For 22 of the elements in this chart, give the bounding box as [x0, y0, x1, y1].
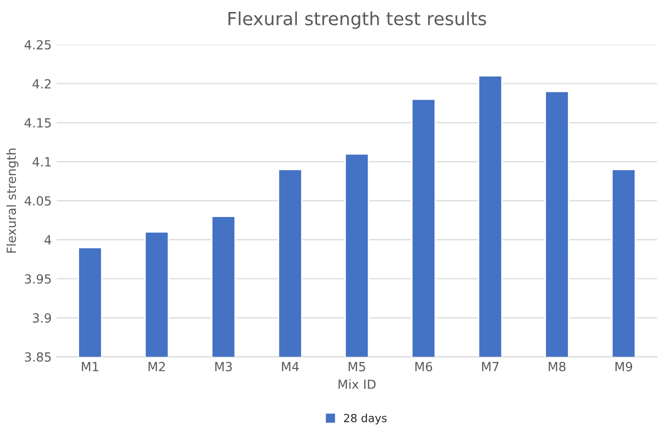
x-axis-title: Mix ID [338, 379, 376, 389]
x-tick-label: M5 [348, 362, 366, 372]
x-tick-label: M7 [482, 362, 499, 372]
x-tick-label: M3 [215, 362, 232, 372]
x-tick-label: M4 [282, 362, 299, 372]
x-tick-label: M8 [548, 362, 566, 372]
y-tick-label: 4.2 [32, 79, 51, 88]
y-tick-label: 4 [44, 235, 52, 244]
y-tick-label: 3.9 [32, 313, 51, 323]
legend-label: 28 days [344, 414, 387, 424]
chart-title: Flexural strength test results [228, 11, 486, 29]
x-tick-label: M2 [148, 362, 165, 372]
y-tick-label: 4.05 [24, 196, 51, 206]
y-tick-label: 3.95 [24, 274, 51, 284]
y-axis-title: Flexural strength [6, 148, 18, 253]
y-tick-label: 3.85 [24, 352, 51, 362]
x-tick-label: M6 [415, 362, 432, 372]
y-tick-label: 4.25 [24, 40, 51, 50]
x-tick-label: M9 [616, 362, 632, 372]
y-tick-label: 4.15 [24, 118, 51, 128]
x-tick-label: M1 [82, 362, 98, 372]
y-tick-label: 4.1 [32, 157, 51, 166]
